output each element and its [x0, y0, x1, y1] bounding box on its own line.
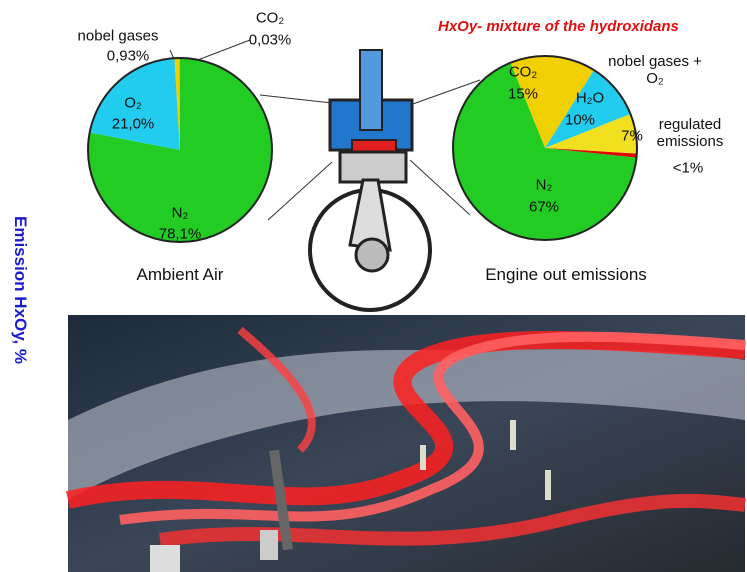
slice-value: 0,03% [248, 31, 292, 49]
pie-outline [87, 57, 273, 243]
slice-value: 78,1% [158, 225, 202, 243]
pie-slice [545, 148, 637, 158]
pie-caption: Ambient Air [136, 265, 224, 284]
photo [66, 315, 746, 572]
slice-name: nobel gases + O₂ [608, 53, 702, 87]
pie-outline [452, 55, 638, 241]
slice-value: 15% [507, 85, 539, 103]
slice-name: CO₂ [508, 63, 538, 81]
pie-slice [174, 58, 180, 150]
pie-slice [545, 113, 637, 154]
side-label: Emission HxOy, % [11, 215, 30, 365]
heading: HxOy- mixture of the hydroxidans [438, 18, 679, 35]
slice-name: N₂ [171, 204, 189, 222]
pie-caption: Engine out emissions [485, 265, 647, 284]
slice-name: H₂O [575, 89, 605, 107]
pie-slice [545, 70, 631, 148]
pie-slice [510, 55, 594, 148]
slice-value: 10% [564, 111, 596, 129]
slice-value: 7% [621, 127, 643, 145]
slice-value: <1% [672, 159, 704, 177]
slice-name: O₂ [124, 94, 142, 112]
pie-slice [89, 58, 180, 150]
pie-slice [453, 62, 637, 241]
slice-value: 0,93% [106, 47, 150, 65]
slice-name: regulated emissions [656, 116, 724, 150]
slice-value: 21,0% [111, 115, 155, 133]
slice-name: N₂ [535, 176, 553, 194]
slice-value: 67% [528, 198, 560, 216]
slice-name: nobel gases [77, 27, 159, 45]
engine [259, 49, 481, 312]
slice-name: CO₂ [255, 9, 285, 27]
